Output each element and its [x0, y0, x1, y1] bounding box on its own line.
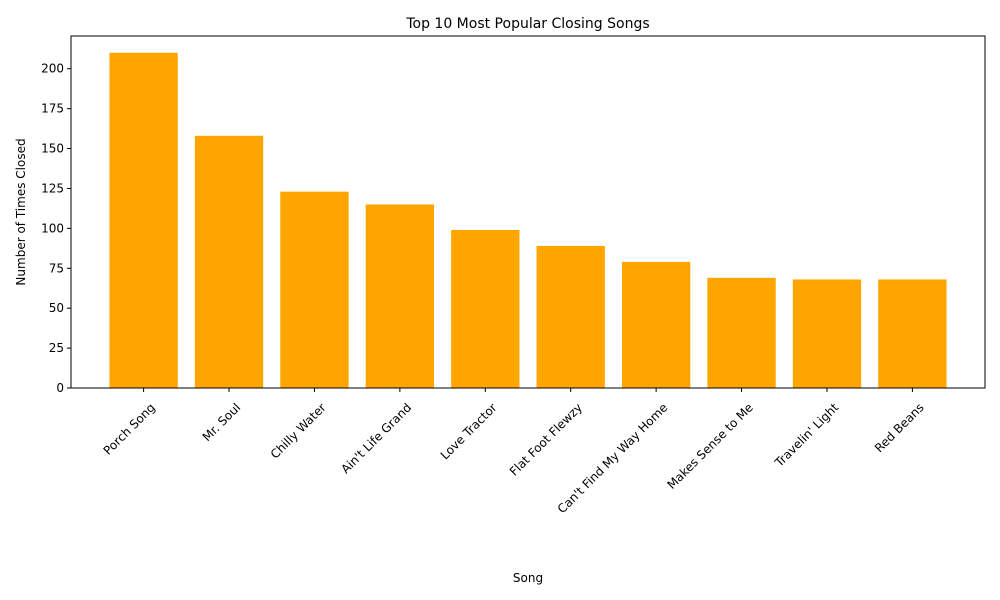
x-tick-label: Mr. Soul — [200, 400, 244, 444]
y-tick-label: 75 — [49, 261, 64, 275]
x-tick-label: Chilly Water — [268, 400, 329, 461]
bar-2 — [280, 191, 349, 388]
x-axis-label: Song — [513, 571, 543, 585]
x-tick-label: Red Beans — [872, 400, 927, 455]
bar-8 — [792, 279, 862, 388]
y-tick-label: 150 — [41, 142, 64, 156]
x-tick-label: Love Tractor — [438, 400, 500, 462]
bar-0 — [109, 52, 178, 388]
x-tick-label: Makes Sense to Me — [664, 400, 755, 491]
y-tick-label: 125 — [41, 181, 64, 195]
y-axis-ticks: 0 25 50 75 100 125 150 175 200 — [41, 62, 71, 395]
x-tick-label: Porch Song — [101, 400, 158, 457]
y-axis-label: Number of Times Closed — [14, 138, 28, 285]
y-tick-label: 0 — [56, 381, 64, 395]
bar-6 — [621, 261, 691, 388]
y-tick-label: 200 — [41, 62, 64, 76]
y-tick-label: 50 — [49, 301, 64, 315]
plot-area-frame — [70, 35, 986, 389]
bar-3 — [365, 204, 435, 388]
x-tick-label: Ain't Life Grand — [338, 400, 414, 476]
x-tick-label: Flat Foot Flewzy — [507, 400, 585, 478]
x-tick-label: Travelin' Light — [772, 400, 842, 470]
x-axis-ticks: Porch Song Mr. Soul Chilly Water Ain't Life… — [101, 388, 927, 516]
bar-7 — [707, 277, 776, 388]
bar-1 — [194, 135, 264, 388]
y-tick-label: 25 — [49, 341, 64, 355]
y-tick-label: 175 — [41, 102, 64, 116]
bar-9 — [878, 279, 947, 388]
chart-title: Top 10 Most Popular Closing Songs — [405, 16, 649, 32]
bar-4 — [451, 229, 520, 388]
bar-5 — [536, 245, 605, 388]
bars-group — [109, 52, 947, 388]
y-tick-label: 100 — [41, 221, 64, 235]
